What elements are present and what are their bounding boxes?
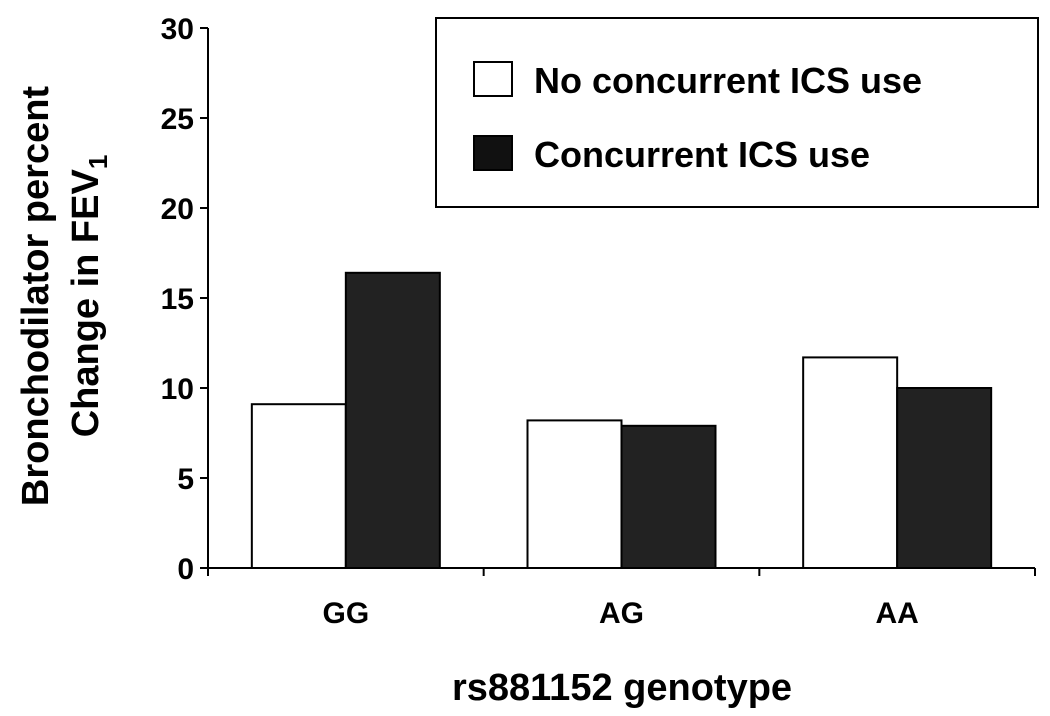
bar-aa-series-1 [896, 387, 993, 569]
y-tick-label-10: 10 [161, 373, 194, 406]
y-tick-label-25: 25 [161, 103, 194, 136]
legend-swatch-no-concurrent-ics [473, 61, 513, 97]
x-ticks [207, 568, 1036, 576]
legend-box [435, 17, 1039, 208]
bar-gg-series-0 [250, 403, 347, 570]
y-axis-title-subscript: 1 [83, 155, 113, 169]
bar-ag-series-0 [526, 419, 623, 569]
bar-gg-series-1 [344, 271, 441, 569]
bar-ag-series-1 [620, 424, 717, 569]
y-ticks: 0 5 10 15 20 25 30 [161, 13, 208, 586]
y-tick-label-5: 5 [177, 463, 194, 496]
y-tick-label-0: 0 [177, 553, 194, 586]
x-axis-title: rs881152 genotype [452, 667, 792, 709]
x-tick-label-ag: AG [599, 597, 644, 630]
bar-aa-series-0 [802, 356, 899, 569]
x-tick-label-gg: GG [322, 597, 369, 630]
category-labels: GG AG AA [322, 597, 918, 630]
y-axis-title: Bronchodilator percent Change in FEV1 [15, 86, 113, 506]
y-axis-title-line2-main: Change in FEV [65, 169, 107, 438]
legend: No concurrent ICS use Concurrent ICS use [435, 17, 1039, 208]
y-tick-label-30: 30 [161, 13, 194, 46]
y-tick-label-15: 15 [161, 283, 194, 316]
y-axis-title-line1: Bronchodilator percent [15, 86, 57, 506]
legend-label-no-concurrent-ics: No concurrent ICS use [534, 60, 922, 101]
legend-swatch-concurrent-ics [473, 135, 513, 171]
bars [250, 271, 993, 570]
legend-label-concurrent-ics: Concurrent ICS use [534, 134, 870, 175]
y-axis-title-line2: Change in FEV1 [65, 155, 113, 438]
x-tick-label-aa: AA [875, 597, 918, 630]
y-tick-label-20: 20 [161, 193, 194, 226]
